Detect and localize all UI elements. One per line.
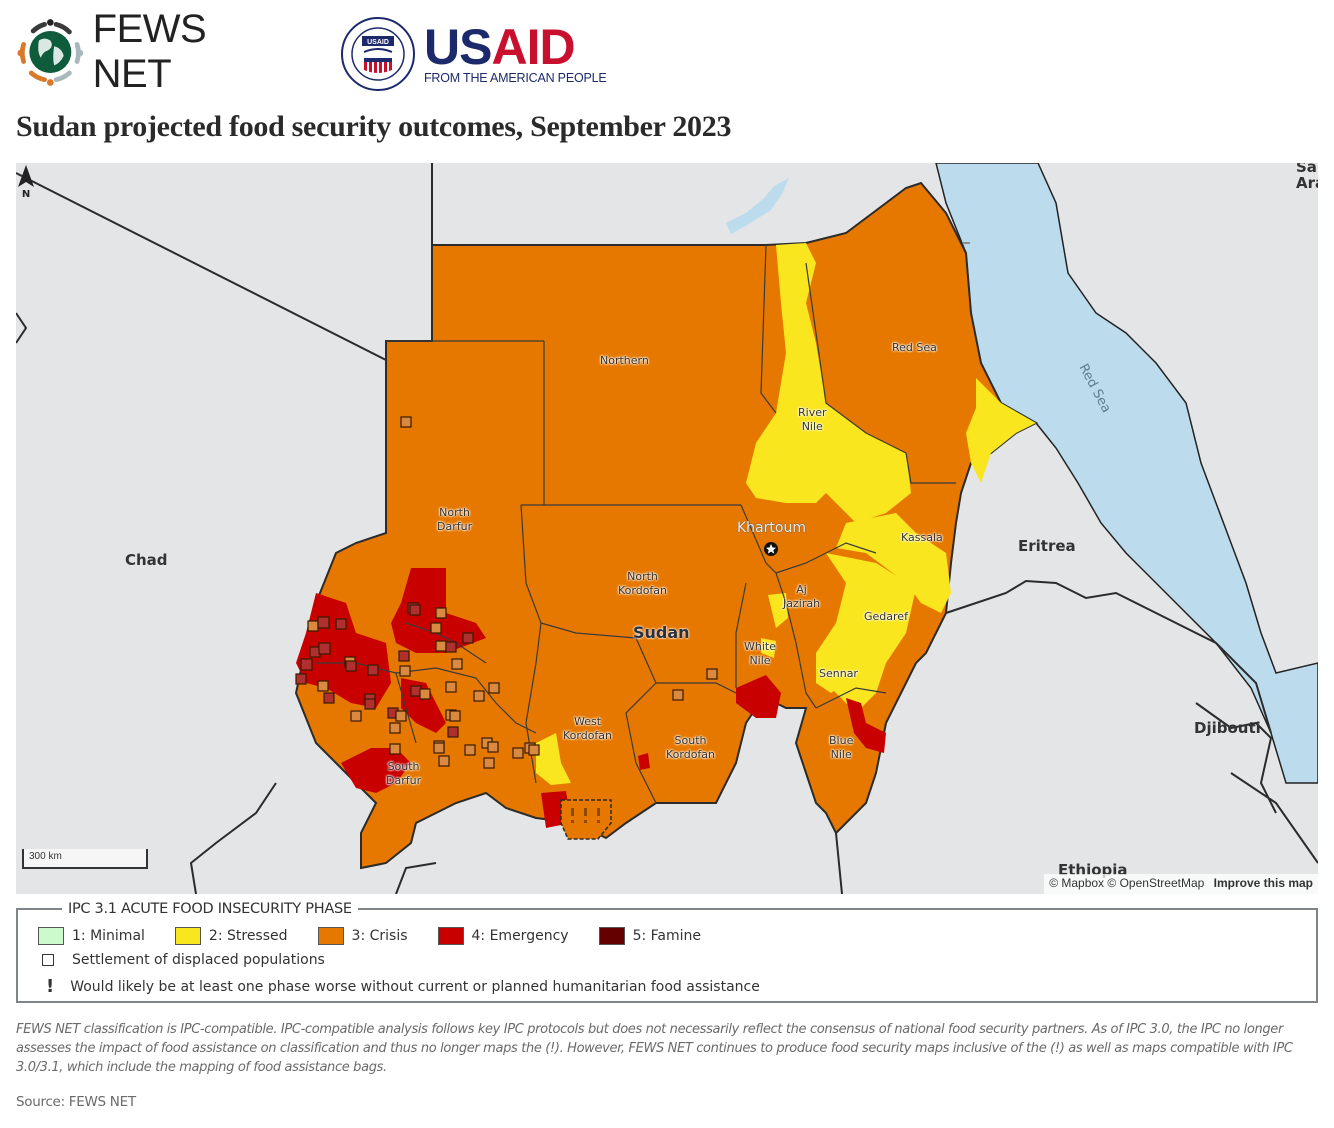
svg-text:USAID: USAID: [367, 39, 389, 46]
state-label-kassala: Kassala: [901, 531, 943, 544]
mapbox-attribution-link[interactable]: © Mapbox: [1049, 876, 1105, 890]
legend-assistance-row: ! Would likely be at least one phase wor…: [46, 976, 760, 997]
country-label-eritrea: Eritrea: [1018, 537, 1076, 555]
legend-phase-row: 1: Minimal 2: Stressed 3: Crisis 4: Emer…: [38, 927, 731, 945]
osm-attribution-link[interactable]: © OpenStreetMap: [1107, 876, 1205, 890]
food-security-map[interactable]: N Chad Eritrea Djibouti Ethiopia SauAra …: [16, 163, 1318, 894]
country-label-saudi-arabia: SauAra: [1296, 163, 1318, 192]
south-darfur-emergency: [341, 748, 411, 793]
state-label-northern: Northern: [600, 354, 649, 367]
north-arrow-icon: N: [18, 165, 34, 199]
state-label-blue-nile: Blue Nile: [829, 734, 854, 761]
settlement-markers: [295, 416, 718, 769]
state-label-south-kordofan: South Kordofan: [666, 734, 716, 761]
legend-settlement-row: Settlement of displaced populations: [38, 952, 325, 968]
river-nile-stressed: [746, 243, 911, 523]
usaid-wordmark: USAID: [424, 19, 576, 75]
map-attribution: © Mapbox © OpenStreetMap Improve this ma…: [1044, 874, 1318, 894]
white-nile-emergency: [736, 675, 781, 718]
legend-item-famine: 5: Famine: [598, 927, 701, 945]
aj-jazirah-stressed: [768, 593, 788, 628]
classification-note: FEWS NET classification is IPC-compatibl…: [16, 1022, 1293, 1075]
svg-text:N: N: [22, 189, 30, 199]
scale-bar: 300 km: [22, 849, 148, 869]
assistance-flag-region: [560, 799, 612, 840]
map-legend: IPC 3.1 ACUTE FOOD INSECURITY PHASE 1: M…: [16, 901, 1318, 1003]
country-label-djibouti: Djibouti: [1194, 719, 1261, 737]
country-label-chad: Chad: [125, 551, 168, 569]
usaid-tagline: FROM THE AMERICAN PEOPLE: [424, 71, 607, 85]
fews-net-logo: FEWS NET: [16, 7, 286, 96]
red-sea-water: [935, 163, 1318, 784]
state-label-aj-jazirah: Aj Jazirah: [783, 583, 821, 610]
west-kordofan-stressed: [536, 733, 571, 785]
legend-item-crisis: 3: Crisis: [317, 927, 408, 945]
state-label-north-kordofan: North Kordofan: [618, 570, 668, 597]
source-line: Source: FEWS NET: [16, 1094, 136, 1110]
state-label-white-nile: White Nile: [744, 640, 776, 667]
settlement-square-icon: [42, 954, 54, 966]
south-kordofan-emergency: [638, 753, 650, 770]
fews-net-wordmark: FEWS NET: [92, 7, 207, 96]
legend-item-stressed: 2: Stressed: [174, 927, 288, 945]
swatch-phase-4: [437, 927, 464, 945]
usaid-seal-icon: USAID: [341, 17, 415, 91]
state-label-south-darfur: South Darfur: [386, 760, 422, 787]
blue-nile-emergency: [846, 698, 886, 753]
capital-star-icon: [764, 542, 778, 556]
exclamation-icon: !: [46, 976, 55, 997]
red-sea-stressed: [966, 378, 1036, 483]
legend-item-emergency: 4: Emergency: [437, 927, 569, 945]
state-label-north-darfur: North Darfur: [437, 506, 473, 533]
page-title: Sudan projected food security outcomes, …: [16, 110, 732, 143]
usaid-logo: USAID USAID FROM THE AMERICAN PEOPLE: [340, 14, 630, 94]
legend-item-minimal: 1: Minimal: [38, 927, 145, 945]
state-label-west-kordofan: West Kordofan: [563, 715, 613, 742]
state-label-red-sea: Red Sea: [892, 341, 937, 354]
swatch-phase-5: [598, 927, 625, 945]
lake-nasser: [726, 178, 789, 234]
swatch-phase-1: [38, 927, 64, 945]
header: FEWS NET USAID USAID FROM THE AMERICAN P…: [16, 7, 636, 96]
state-label-gedaref: Gedaref: [864, 610, 908, 623]
swatch-phase-2: [174, 927, 201, 945]
swatch-phase-3: [317, 927, 344, 945]
kassala-stressed: [836, 513, 951, 613]
improve-map-link[interactable]: Improve this map: [1213, 876, 1313, 890]
country-label-sudan: Sudan: [633, 623, 690, 642]
white-nile-stressed: [761, 638, 776, 658]
map-canvas: [16, 163, 1318, 894]
state-label-sennar: Sennar: [819, 667, 858, 680]
state-label-river-nile: River Nile: [798, 406, 827, 433]
legend-title: IPC 3.1 ACUTE FOOD INSECURITY PHASE: [62, 901, 358, 917]
sennar-stressed: [816, 653, 846, 693]
capital-label-khartoum: Khartoum: [737, 520, 806, 536]
globe-icon: [17, 19, 84, 86]
